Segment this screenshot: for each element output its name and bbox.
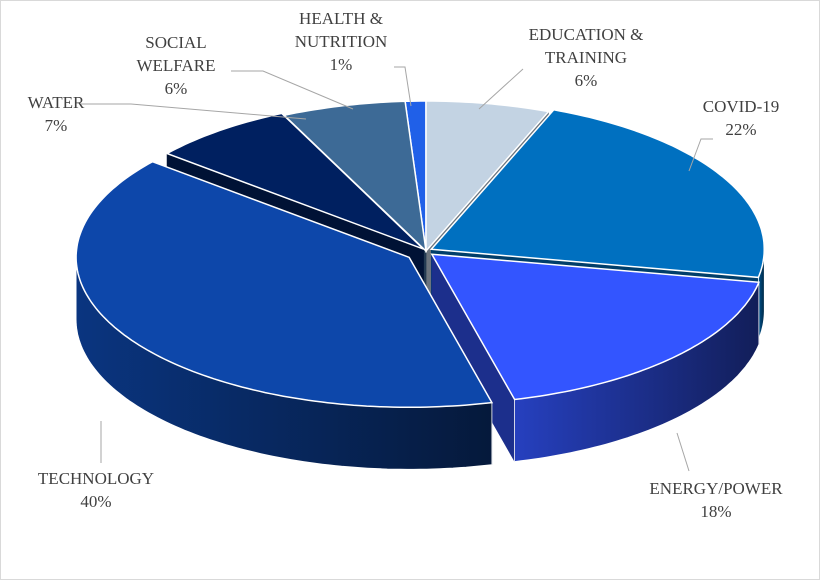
value-label: 6% bbox=[574, 71, 598, 90]
leader-line bbox=[676, 432, 690, 472]
category-label: HEALTH & NUTRITION bbox=[294, 9, 388, 51]
slice-label: HEALTH & NUTRITION 1% bbox=[281, 7, 401, 76]
slice bbox=[75, 160, 494, 409]
slice-label: COVID-19 22% bbox=[691, 95, 791, 141]
value-label: 6% bbox=[164, 79, 188, 98]
category-label: SOCIAL WELFARE bbox=[136, 33, 216, 75]
value-label: 22% bbox=[725, 120, 757, 139]
slice bbox=[425, 100, 551, 253]
leader-line bbox=[688, 138, 713, 172]
slice bbox=[429, 108, 765, 279]
slice-label: ENERGY/POWER 18% bbox=[631, 477, 801, 523]
leader-line bbox=[81, 103, 307, 120]
category-label: EDUCATION & TRAINING bbox=[528, 25, 644, 67]
category-label: ENERGY/POWER bbox=[649, 479, 783, 498]
slice bbox=[165, 112, 425, 250]
leader-line bbox=[478, 68, 524, 110]
slice bbox=[282, 100, 428, 254]
leader-line bbox=[231, 70, 354, 110]
slice-label: TECHNOLOGY 40% bbox=[21, 467, 171, 513]
leader-line bbox=[394, 66, 412, 107]
value-label: 1% bbox=[329, 55, 353, 74]
category-label: COVID-19 bbox=[702, 97, 780, 116]
category-label: WATER bbox=[27, 93, 85, 112]
category-label: TECHNOLOGY bbox=[37, 469, 155, 488]
value-label: 7% bbox=[44, 116, 68, 135]
slice-label: WATER 7% bbox=[11, 91, 101, 137]
slice bbox=[430, 253, 761, 401]
slice-label: SOCIAL WELFARE 6% bbox=[126, 31, 226, 100]
value-label: 40% bbox=[80, 492, 112, 511]
value-label: 18% bbox=[700, 502, 732, 521]
slice-label: EDUCATION & TRAINING 6% bbox=[511, 23, 661, 92]
